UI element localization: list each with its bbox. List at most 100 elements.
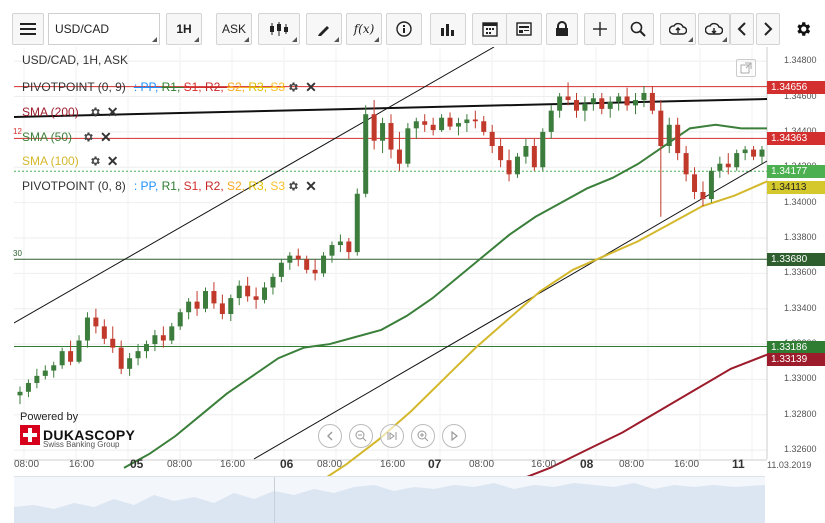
- reset-zoom-button[interactable]: [380, 424, 404, 448]
- legend-sma50[interactable]: SMA (50) ✕: [22, 130, 112, 144]
- upload-button[interactable]: [660, 13, 696, 45]
- x-tick-label: 08:00: [14, 459, 40, 470]
- candle-body: [616, 96, 622, 102]
- draw-button[interactable]: [306, 13, 342, 45]
- legend-pivot2[interactable]: PIVOTPOINT (0, 8) : PP, R1, S1, R2, S2, …: [22, 179, 317, 193]
- brand-name: DUKASCOPY: [43, 427, 136, 443]
- hamburger-icon: [20, 23, 36, 35]
- navigator-window[interactable]: [274, 477, 779, 523]
- legend-sma200[interactable]: SMA (200) ✕: [22, 105, 118, 119]
- gear-icon[interactable]: [287, 180, 299, 192]
- zoom-in-icon: [417, 430, 429, 442]
- pivot-level-label: : PP,: [133, 179, 162, 193]
- gear-icon[interactable]: [89, 155, 101, 167]
- symbol-selector[interactable]: USD/CAD: [48, 13, 160, 45]
- download-button[interactable]: [698, 13, 730, 45]
- candle-body: [649, 92, 655, 111]
- candle-body: [481, 121, 487, 132]
- zoom-out-icon: [355, 430, 367, 442]
- lock-button[interactable]: [546, 13, 578, 45]
- candle-type-button[interactable]: [258, 13, 300, 45]
- close-icon[interactable]: ✕: [305, 178, 317, 194]
- gear-icon[interactable]: [89, 106, 101, 118]
- lock-icon: [556, 21, 568, 36]
- zoom-in-button[interactable]: [411, 424, 435, 448]
- candle-body: [295, 255, 301, 260]
- gear-icon: [797, 22, 811, 36]
- candle-body: [565, 96, 571, 101]
- candle-body: [447, 117, 453, 127]
- zoom-out-button[interactable]: [349, 424, 373, 448]
- legend-pivot1[interactable]: PIVOTPOINT (0, 9) : PP, R1, S1, R2, S2, …: [22, 80, 317, 94]
- info-button[interactable]: [386, 13, 422, 45]
- indicator-button[interactable]: f(x): [346, 13, 382, 45]
- candle-body: [464, 119, 470, 124]
- candle-type-icon: [270, 22, 288, 36]
- candle-body: [683, 153, 689, 175]
- zoom-icon: [630, 21, 646, 37]
- scroll-right-button[interactable]: [756, 13, 780, 45]
- news-button[interactable]: [506, 13, 542, 45]
- timeframe-label: 1H: [176, 22, 192, 36]
- cloud-download-icon: [705, 22, 723, 35]
- candle-body: [725, 163, 731, 168]
- dropdown-corner-icon: [374, 37, 379, 42]
- close-icon[interactable]: ✕: [100, 129, 112, 145]
- menu-button[interactable]: [12, 13, 44, 45]
- price-chart[interactable]: [14, 47, 825, 523]
- candle-body: [169, 326, 175, 341]
- candle-body: [413, 121, 419, 129]
- candle-body: [363, 114, 369, 194]
- calendar-button[interactable]: [472, 13, 508, 45]
- pivot-level-label: S3: [270, 80, 286, 94]
- zoom-button[interactable]: [622, 13, 654, 45]
- scroll-forward-button[interactable]: [442, 424, 466, 448]
- pivot2-levels: : PP, R1, S1, R2, S2, R3, S3: [134, 179, 285, 193]
- timeframe-button[interactable]: 1H: [166, 13, 202, 45]
- navigator-strip[interactable]: [14, 476, 765, 523]
- candle-body: [354, 193, 360, 253]
- candle-body: [17, 391, 23, 396]
- gear-icon[interactable]: [287, 81, 299, 93]
- sma100-name: SMA (100): [22, 154, 79, 168]
- pivot-level-label: : PP,: [133, 80, 162, 94]
- price-level-label: 1.34113: [767, 180, 825, 194]
- candle-body: [42, 370, 48, 376]
- candle-body: [759, 149, 765, 157]
- y-tick-label: 1.33400: [784, 302, 817, 313]
- draw-pen-icon: [318, 26, 329, 36]
- chart-area[interactable]: USD/CAD, 1H, ASK PIVOTPOINT (0, 9) : PP,…: [13, 47, 825, 523]
- pivot-level-label: R3,: [248, 179, 271, 193]
- gear-icon[interactable]: [82, 131, 94, 143]
- legend-sma100[interactable]: SMA (100) ✕: [22, 154, 118, 168]
- candle-body: [717, 163, 723, 171]
- candle-body: [346, 241, 352, 253]
- candle-body: [177, 312, 183, 327]
- candle-body: [262, 287, 268, 300]
- side-label: ASK: [221, 22, 246, 36]
- volume-button[interactable]: [430, 13, 466, 45]
- candle-body: [455, 123, 461, 127]
- close-icon[interactable]: ✕: [106, 153, 119, 169]
- news-icon: [516, 22, 532, 36]
- side-button[interactable]: ASK: [216, 13, 252, 45]
- crosshair-button[interactable]: [584, 13, 616, 45]
- candle-body: [430, 124, 436, 131]
- scroll-left-button[interactable]: [730, 13, 754, 45]
- scroll-back-button[interactable]: [318, 424, 342, 448]
- candle-body: [658, 110, 664, 147]
- pivot-level-label: R1,: [161, 80, 184, 94]
- candle-body: [489, 131, 495, 147]
- expand-icon[interactable]: [736, 59, 756, 77]
- close-icon[interactable]: ✕: [305, 79, 317, 95]
- candle-body: [675, 124, 681, 154]
- candle-body: [607, 101, 613, 109]
- pivot-level-label: S2,: [227, 80, 249, 94]
- settings-button[interactable]: [788, 13, 818, 45]
- chart-nav-controls: [318, 424, 473, 448]
- candle-body: [211, 291, 217, 304]
- x-tick-label: 16:00: [69, 459, 95, 470]
- close-icon[interactable]: ✕: [106, 104, 119, 120]
- price-level-label: 1.34177: [767, 165, 825, 179]
- chart-toolbar: USD/CAD 1H ASK f(x): [0, 0, 825, 46]
